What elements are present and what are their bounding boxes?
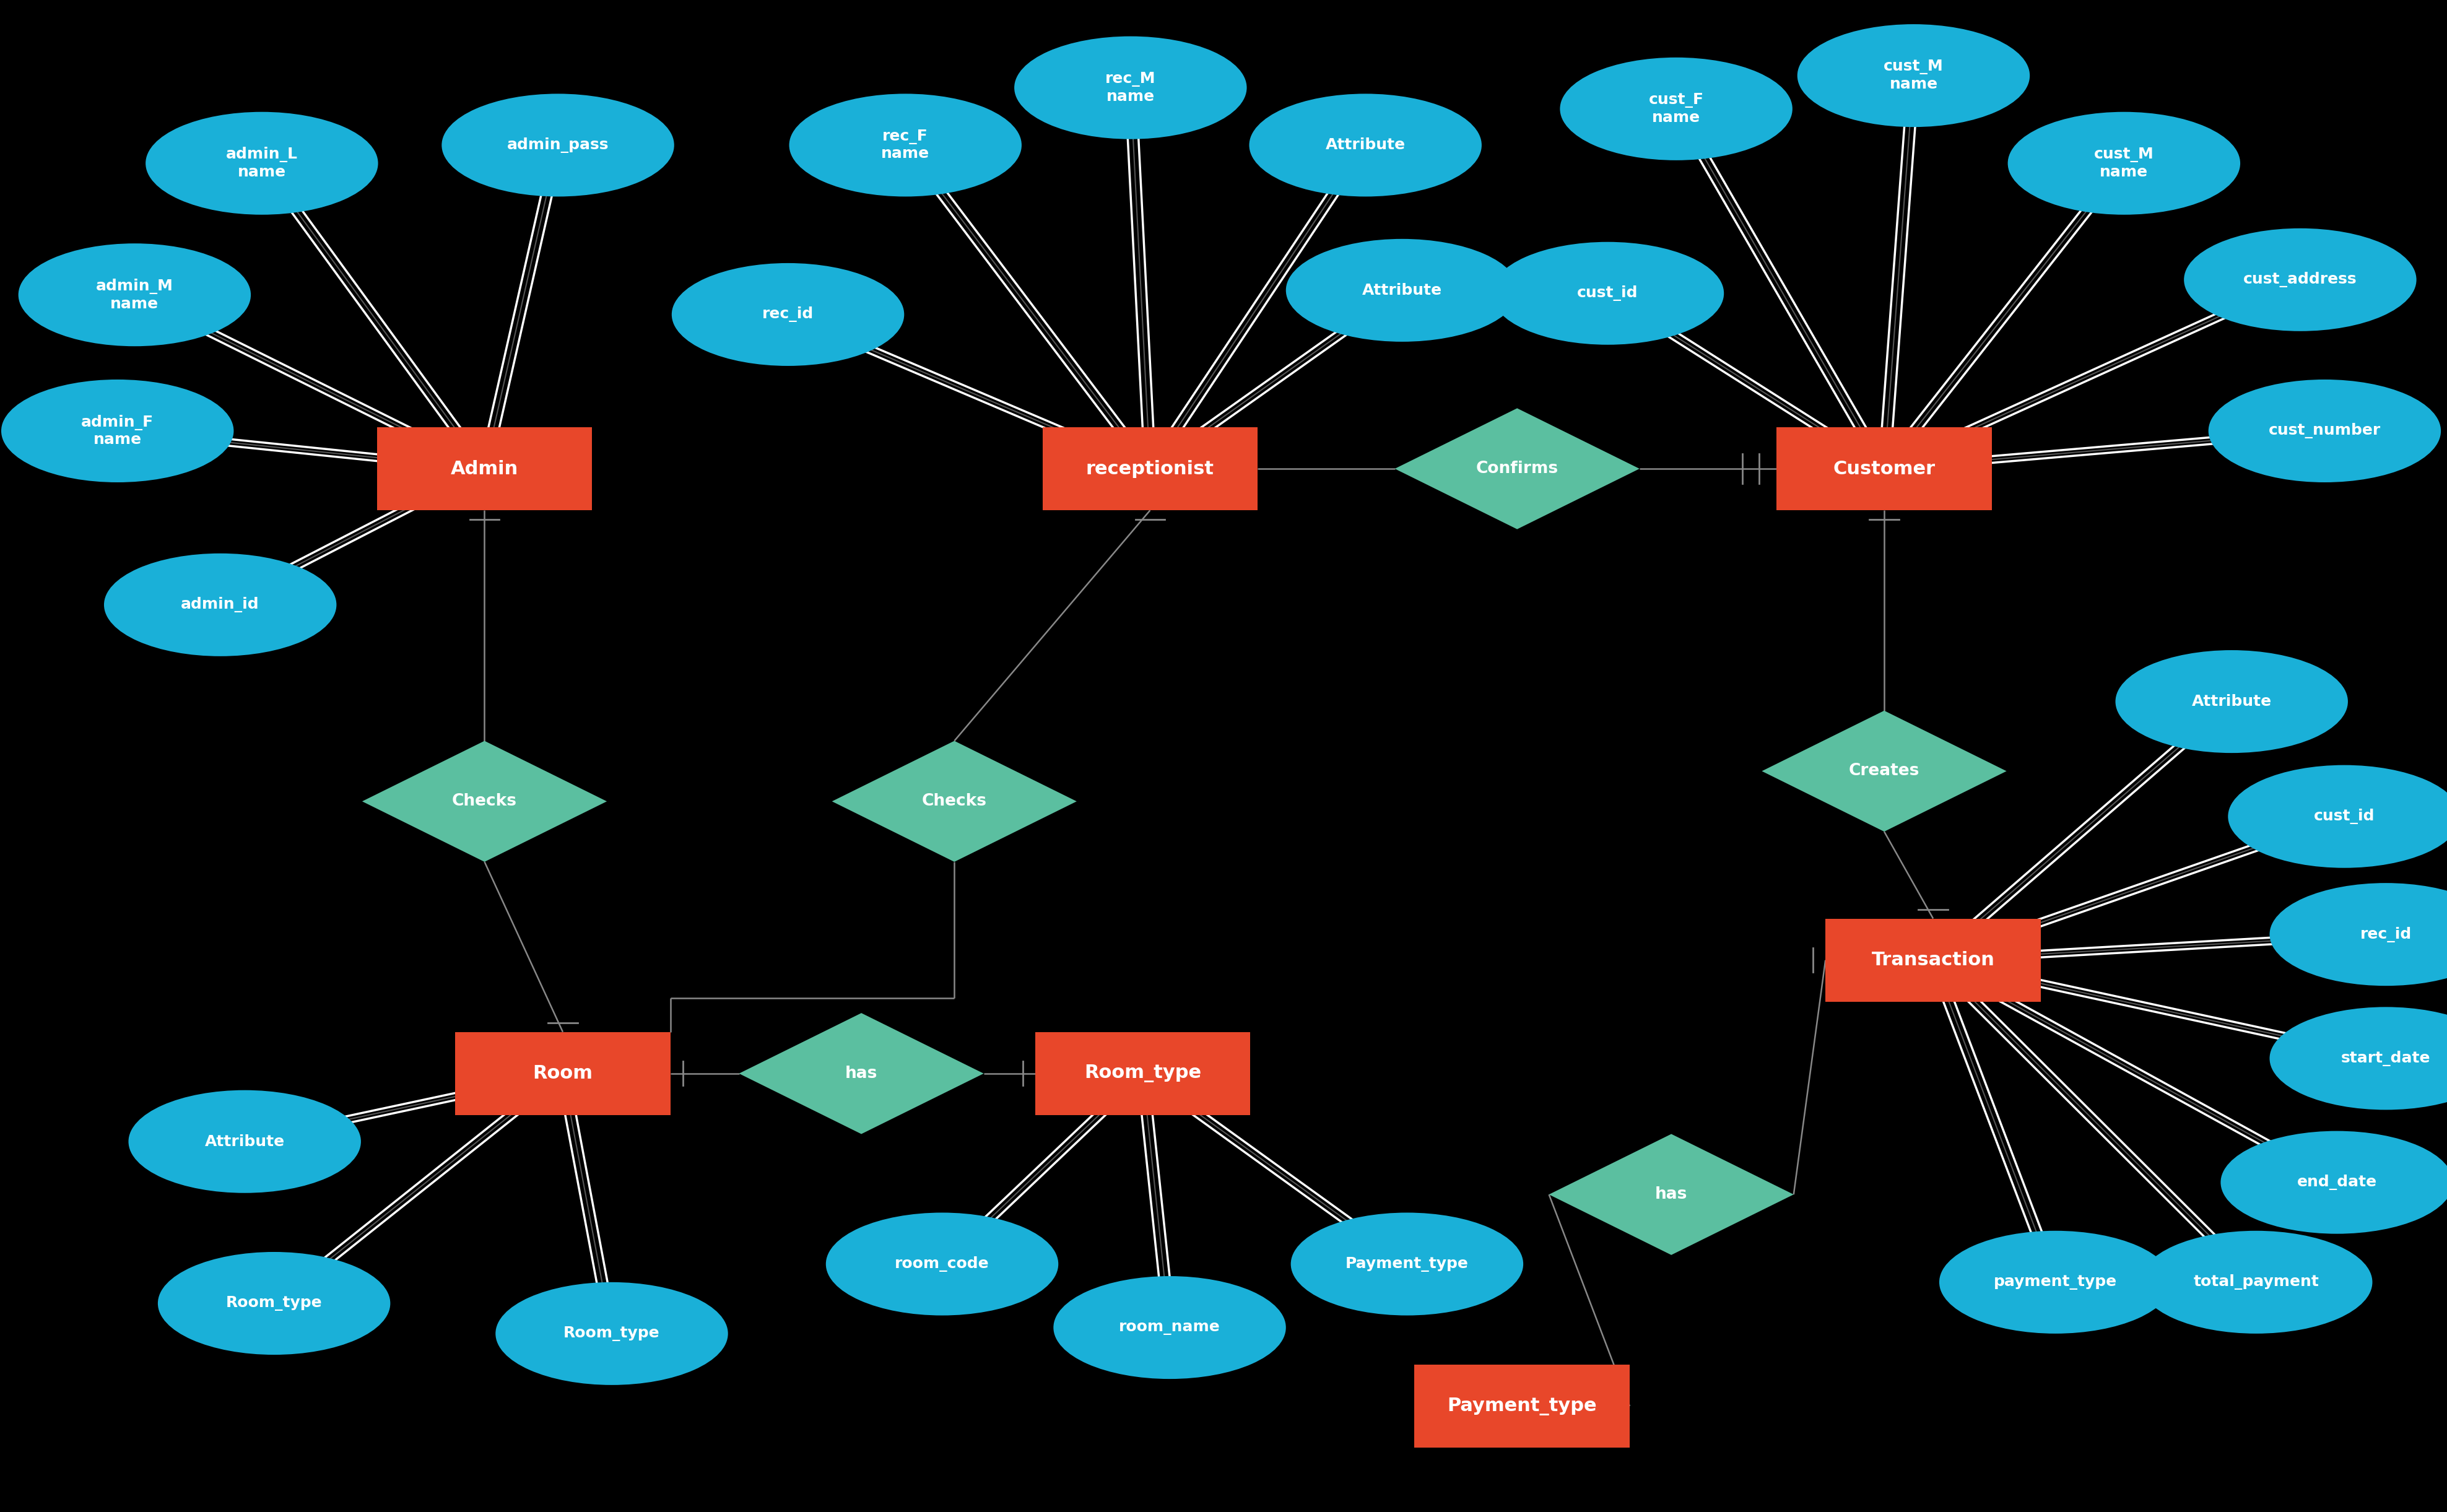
Ellipse shape	[440, 94, 675, 197]
Polygon shape	[1549, 1134, 1794, 1255]
Ellipse shape	[0, 380, 232, 482]
Text: Attribute: Attribute	[1326, 138, 1405, 153]
Text: Checks: Checks	[453, 794, 516, 809]
Ellipse shape	[2183, 228, 2415, 331]
Ellipse shape	[2114, 650, 2347, 753]
Text: cust_M
name: cust_M name	[1884, 59, 1943, 92]
Text: total_payment: total_payment	[2193, 1275, 2320, 1290]
Ellipse shape	[1796, 24, 2029, 127]
Text: Room_type: Room_type	[225, 1296, 323, 1311]
Text: cust_number: cust_number	[2268, 423, 2381, 438]
Text: rec_id: rec_id	[761, 307, 815, 322]
Ellipse shape	[2139, 1231, 2374, 1334]
Text: admin_M
name: admin_M name	[95, 278, 174, 311]
Ellipse shape	[2227, 765, 2447, 868]
Ellipse shape	[1013, 36, 1246, 139]
Text: Transaction: Transaction	[1872, 951, 1994, 969]
Text: has: has	[1654, 1187, 1688, 1202]
Text: room_name: room_name	[1118, 1320, 1221, 1335]
FancyBboxPatch shape	[1777, 426, 1992, 510]
Text: admin_L
name: admin_L name	[225, 147, 299, 180]
Text: rec_F
name: rec_F name	[881, 129, 930, 162]
Text: Customer: Customer	[1833, 460, 1936, 478]
Text: Attribute: Attribute	[206, 1134, 284, 1149]
Text: admin_pass: admin_pass	[507, 138, 609, 153]
Ellipse shape	[2007, 112, 2241, 215]
Ellipse shape	[2268, 1007, 2447, 1110]
Text: admin_id: admin_id	[181, 597, 259, 612]
Text: receptionist: receptionist	[1086, 460, 1214, 478]
Ellipse shape	[127, 1090, 362, 1193]
Text: Admin: Admin	[450, 460, 519, 478]
Text: rec_id: rec_id	[2359, 927, 2413, 942]
Polygon shape	[362, 741, 607, 862]
Ellipse shape	[2222, 1131, 2447, 1234]
Text: rec_M
name: rec_M name	[1106, 71, 1155, 104]
Ellipse shape	[788, 94, 1023, 197]
Text: Creates: Creates	[1850, 764, 1918, 779]
Text: Room_type: Room_type	[1084, 1064, 1201, 1083]
Ellipse shape	[103, 553, 335, 656]
FancyBboxPatch shape	[1035, 1031, 1250, 1116]
Text: Payment_type: Payment_type	[1346, 1256, 1468, 1272]
Ellipse shape	[1248, 94, 1483, 197]
Polygon shape	[832, 741, 1077, 862]
Text: room_code: room_code	[896, 1256, 989, 1272]
Text: Room_type: Room_type	[563, 1326, 661, 1341]
Text: has: has	[844, 1066, 878, 1081]
Text: Attribute: Attribute	[2193, 694, 2271, 709]
Polygon shape	[739, 1013, 984, 1134]
Text: cust_address: cust_address	[2244, 272, 2356, 287]
Text: Attribute: Attribute	[1363, 283, 1441, 298]
Text: Checks: Checks	[923, 794, 986, 809]
Ellipse shape	[825, 1213, 1057, 1315]
Polygon shape	[1395, 408, 1639, 529]
Ellipse shape	[494, 1282, 729, 1385]
Text: end_date: end_date	[2298, 1175, 2376, 1190]
Polygon shape	[1762, 711, 2007, 832]
Text: Confirms: Confirms	[1476, 461, 1559, 476]
Ellipse shape	[1285, 239, 1517, 342]
Text: cust_M
name: cust_M name	[2095, 147, 2153, 180]
Text: admin_F
name: admin_F name	[81, 414, 154, 448]
Text: Payment_type: Payment_type	[1446, 1397, 1598, 1415]
Text: start_date: start_date	[2342, 1051, 2430, 1066]
Ellipse shape	[1938, 1231, 2173, 1334]
Ellipse shape	[2207, 380, 2440, 482]
Ellipse shape	[2268, 883, 2447, 986]
FancyBboxPatch shape	[455, 1031, 670, 1116]
Text: cust_id: cust_id	[1578, 286, 1637, 301]
Ellipse shape	[670, 263, 903, 366]
Ellipse shape	[17, 243, 250, 346]
Ellipse shape	[1292, 1213, 1522, 1315]
Ellipse shape	[1493, 242, 1723, 345]
FancyBboxPatch shape	[1825, 919, 2041, 1002]
Ellipse shape	[144, 112, 377, 215]
FancyBboxPatch shape	[377, 426, 592, 510]
Text: Room: Room	[533, 1064, 592, 1083]
Text: payment_type: payment_type	[1994, 1275, 2117, 1290]
Ellipse shape	[1561, 57, 1791, 160]
FancyBboxPatch shape	[1414, 1365, 1630, 1448]
FancyBboxPatch shape	[1042, 426, 1258, 510]
Text: cust_id: cust_id	[2315, 809, 2374, 824]
Ellipse shape	[1052, 1276, 1285, 1379]
Text: cust_F
name: cust_F name	[1649, 92, 1703, 125]
Ellipse shape	[157, 1252, 389, 1355]
